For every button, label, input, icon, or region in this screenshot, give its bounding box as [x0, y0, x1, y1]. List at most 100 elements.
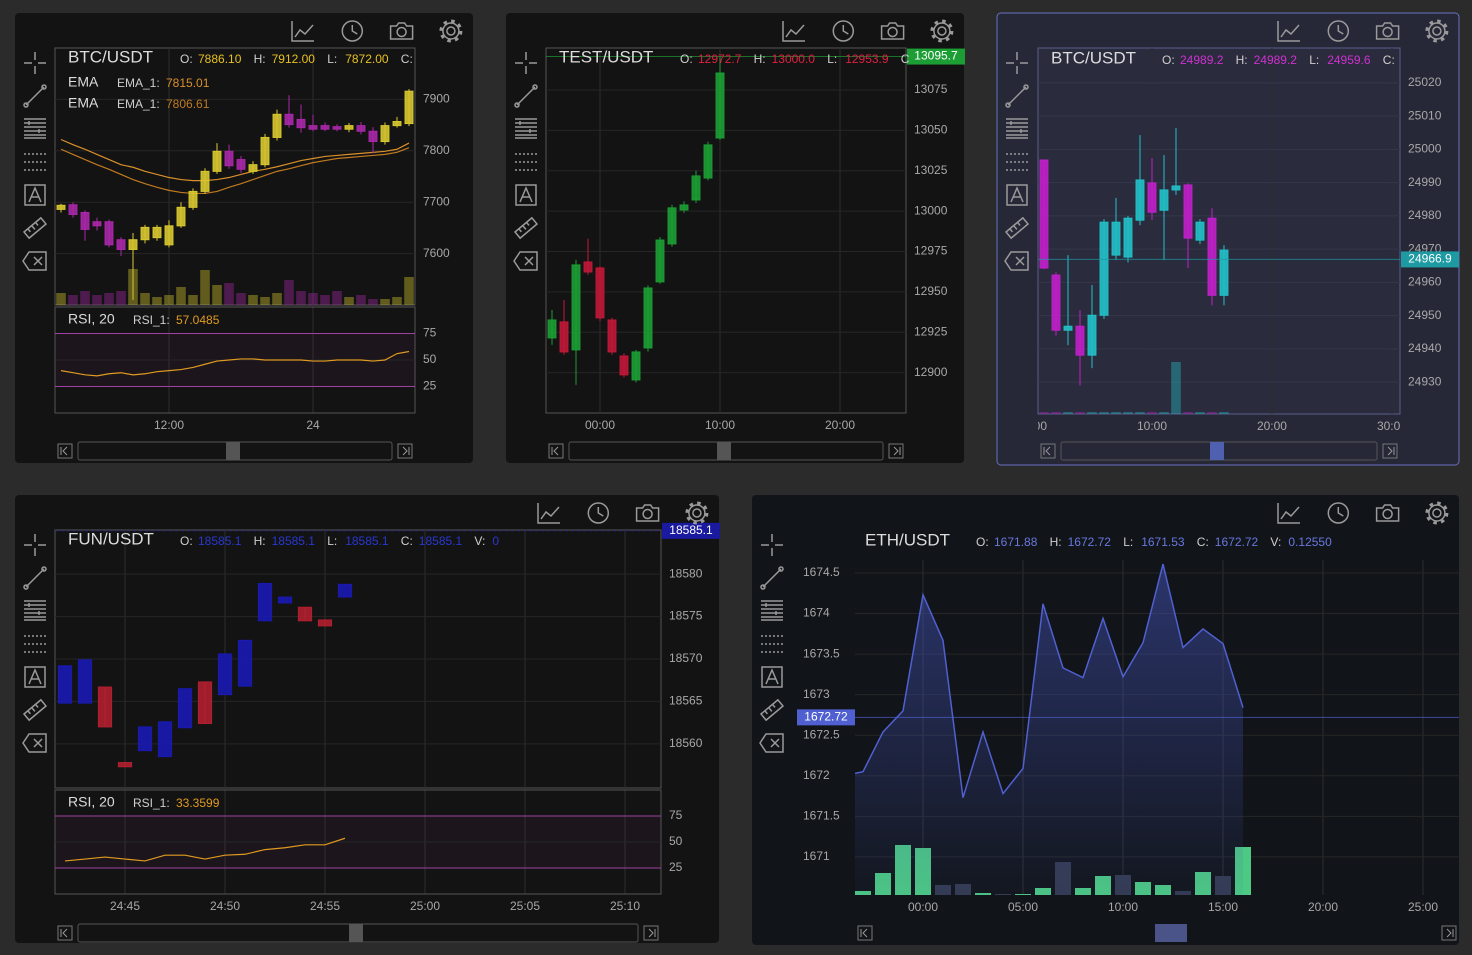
tool-icon[interactable]: [832, 20, 855, 42]
candle-body: [1087, 314, 1097, 356]
tool-icon[interactable]: [1375, 22, 1400, 40]
icon-shape: [642, 508, 653, 520]
tool-icon[interactable]: [1006, 118, 1028, 139]
y-tick-label: 1671: [803, 849, 830, 863]
scroll-button[interactable]: [57, 925, 73, 941]
legend-value: 18585.1: [345, 534, 389, 548]
candle-body: [667, 207, 677, 245]
candle-body: [1039, 159, 1049, 269]
volume-bar: [176, 287, 186, 305]
icon-shape: [1382, 26, 1393, 38]
icon-shape: [514, 102, 520, 108]
tool-icon[interactable]: [537, 503, 560, 524]
scroll-button[interactable]: [1040, 443, 1056, 459]
candle-body: [317, 619, 333, 627]
tool-icon[interactable]: [515, 118, 537, 139]
candle-body: [1219, 249, 1229, 296]
candle-body: [152, 226, 162, 239]
tool-icon[interactable]: [24, 184, 46, 206]
tool-icon[interactable]: [1327, 20, 1350, 42]
button-arrow: [60, 446, 68, 456]
tool-icon[interactable]: [1006, 52, 1028, 74]
tool-icon[interactable]: [291, 21, 314, 42]
tool-icon[interactable]: [1327, 502, 1350, 524]
tool-icon[interactable]: [24, 666, 46, 688]
tool-icon[interactable]: [22, 251, 47, 271]
tool-icon[interactable]: [341, 20, 364, 42]
scroll-button[interactable]: [548, 443, 564, 459]
tool-icon[interactable]: [513, 251, 538, 271]
scroll-thumb[interactable]: [717, 442, 731, 460]
tool-icon[interactable]: [685, 501, 709, 525]
study-label: EMA_1:: [117, 76, 160, 90]
candle-body: [404, 90, 414, 125]
tool-icon[interactable]: [880, 22, 905, 40]
y-tick-label: 12925: [914, 324, 948, 338]
legend-label: C:: [1197, 535, 1209, 549]
icon-shape: [688, 504, 706, 522]
tool-icon[interactable]: [1277, 21, 1300, 42]
tool-icon[interactable]: [1375, 504, 1400, 522]
tool-icon[interactable]: [22, 698, 48, 722]
scroll-button[interactable]: [1441, 925, 1457, 941]
tool-icon[interactable]: [23, 84, 47, 108]
tool-icon[interactable]: [24, 52, 46, 74]
study-name: EMA: [68, 74, 99, 90]
tool-icon[interactable]: [514, 84, 538, 108]
icon-shape: [24, 184, 46, 206]
tool-icon[interactable]: [760, 566, 784, 590]
tool-icon[interactable]: [22, 216, 48, 240]
legend-label: L:: [327, 534, 337, 548]
tool-icon[interactable]: [759, 698, 785, 722]
scroll-button[interactable]: [397, 443, 413, 459]
legend-value: 18585.1: [198, 534, 242, 548]
tool-icon[interactable]: [782, 21, 805, 42]
tool-icon[interactable]: [1004, 251, 1029, 271]
candle-body: [1099, 221, 1109, 316]
button-frame: [888, 443, 904, 459]
tool-icon[interactable]: [24, 600, 46, 621]
tool-icon[interactable]: [1006, 184, 1028, 206]
icon-shape: [291, 21, 314, 42]
volume-bar: [1147, 412, 1157, 414]
scroll-thumb[interactable]: [1210, 442, 1224, 460]
tool-icon[interactable]: [761, 534, 783, 556]
tool-icon[interactable]: [1425, 501, 1449, 525]
tool-icon[interactable]: [635, 504, 660, 522]
tool-icon[interactable]: [761, 600, 783, 621]
tool-icon[interactable]: [1005, 84, 1029, 108]
scroll-button[interactable]: [857, 925, 873, 941]
tool-icon[interactable]: [761, 666, 783, 688]
scroll-thumb[interactable]: [349, 924, 363, 942]
scroll-thumb[interactable]: [226, 442, 240, 460]
tool-icon[interactable]: [389, 22, 414, 40]
legend-label: V:: [474, 534, 485, 548]
icon-shape: [1327, 20, 1350, 42]
volume-bar: [260, 297, 270, 305]
tool-icon[interactable]: [23, 566, 47, 590]
scroll-button[interactable]: [643, 925, 659, 941]
tool-icon[interactable]: [439, 19, 463, 43]
scroll-button[interactable]: [1382, 443, 1398, 459]
tool-icon[interactable]: [24, 118, 46, 139]
tool-icon[interactable]: [1425, 19, 1449, 43]
tool-icon[interactable]: [759, 733, 784, 753]
tool-icon[interactable]: [515, 52, 537, 74]
tool-icon[interactable]: [587, 502, 610, 524]
tool-icon[interactable]: [515, 184, 537, 206]
rsi-label: RSI_1:: [133, 313, 170, 327]
symbol: BTC/USDT: [1051, 48, 1136, 67]
volume-bar: [404, 277, 414, 305]
button-frame: [1040, 443, 1056, 459]
tool-icon[interactable]: [1277, 503, 1300, 524]
tool-icon[interactable]: [24, 534, 46, 556]
scroll-button[interactable]: [888, 443, 904, 459]
tool-icon[interactable]: [513, 216, 539, 240]
scroll-thumb[interactable]: [1155, 924, 1187, 942]
tool-icon[interactable]: [22, 733, 47, 753]
tool-icon[interactable]: [930, 19, 954, 43]
volume-bar: [368, 299, 378, 305]
scroll-button[interactable]: [57, 443, 73, 459]
tool-icon[interactable]: [1004, 216, 1030, 240]
button-arrow: [402, 446, 410, 456]
